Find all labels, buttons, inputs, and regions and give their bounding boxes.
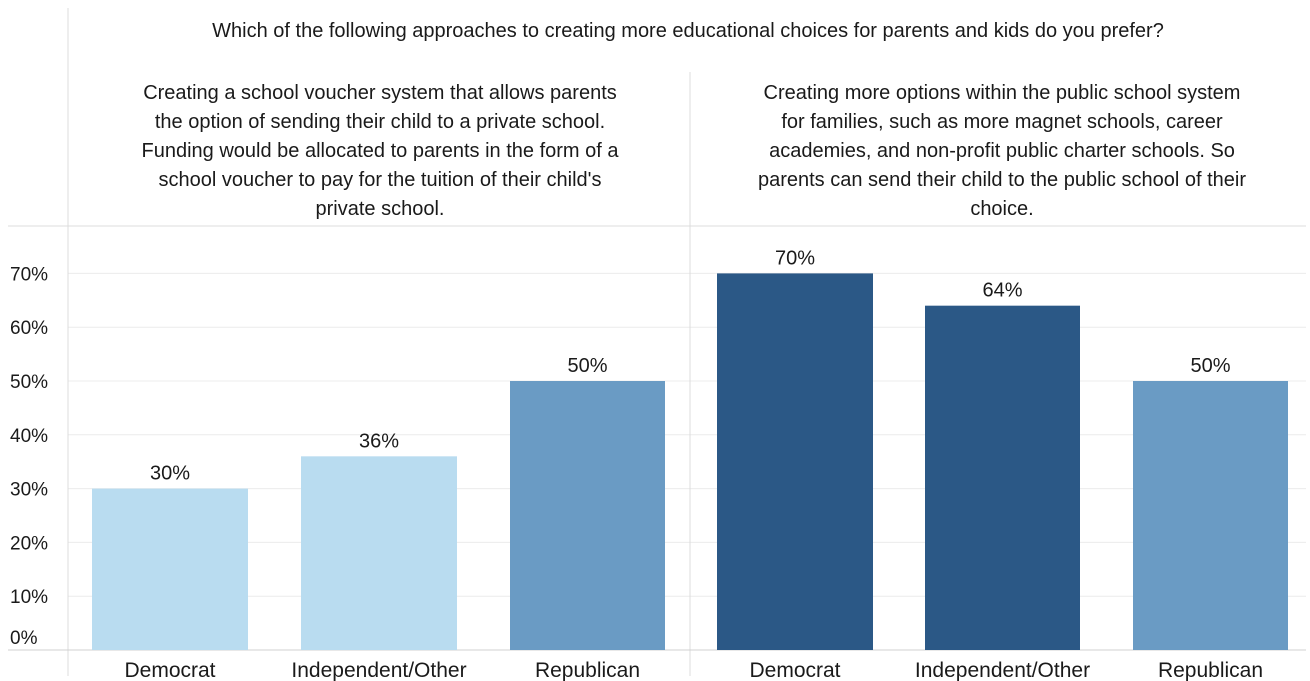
gridlines: [68, 272, 1306, 597]
bar: [925, 305, 1080, 650]
y-tick-label: 50%: [10, 372, 48, 393]
chart-title: Which of the following approaches to cre…: [212, 20, 1164, 42]
bar-value-label: 70%: [775, 247, 815, 269]
panel-header-line: for families, such as more magnet school…: [781, 111, 1223, 133]
bar: [92, 488, 248, 650]
x-category-label: Republican: [1158, 659, 1263, 681]
bar: [301, 456, 457, 650]
panel-headers: Creating a school voucher system that al…: [142, 82, 1247, 220]
bar: [510, 381, 665, 650]
bar-value-label: 30%: [150, 463, 190, 485]
y-axis: 0% 10% 20% 30% 40% 50% 60% 70%: [10, 264, 48, 649]
panel-header-line: academies, and non-profit public charter…: [769, 140, 1235, 162]
y-tick-label: 10%: [10, 587, 48, 608]
panel-header-line: school voucher to pay for the tuition of…: [159, 169, 602, 191]
y-tick-label: 60%: [10, 318, 48, 339]
x-category-label: Independent/Other: [291, 659, 466, 681]
y-tick-label: 20%: [10, 533, 48, 554]
x-category-label: Republican: [535, 659, 640, 681]
y-tick-label: 40%: [10, 426, 48, 447]
panel-header-line: Funding would be allocated to parents in…: [142, 140, 620, 162]
bar-value-label: 36%: [359, 430, 399, 452]
panel-header-line: parents can send their child to the publ…: [758, 169, 1246, 191]
panel-header-line: choice.: [970, 198, 1033, 220]
y-tick-label: 70%: [10, 264, 48, 285]
panel-header-line: Creating more options within the public …: [764, 82, 1241, 104]
x-category-label: Independent/Other: [915, 659, 1090, 681]
x-axis-labels: Democrat Independent/Other Republican Democ…: [124, 659, 1263, 681]
y-tick-label: 0%: [10, 628, 38, 649]
bars: [92, 273, 1288, 650]
x-category-label: Democrat: [749, 659, 840, 681]
x-category-label: Democrat: [124, 659, 215, 681]
panel-header-line: Creating a school voucher system that al…: [143, 82, 617, 104]
panel-header-line: private school.: [316, 198, 445, 220]
value-labels: 30% 36% 50% 70% 64% 50%: [150, 247, 1231, 484]
y-tick-label: 30%: [10, 480, 48, 501]
bar-value-label: 64%: [982, 280, 1022, 302]
bar: [1133, 381, 1288, 650]
panel-header-line: the option of sending their child to a p…: [155, 111, 605, 133]
bar: [717, 273, 873, 650]
bar-value-label: 50%: [567, 355, 607, 377]
bar-value-label: 50%: [1190, 355, 1230, 377]
